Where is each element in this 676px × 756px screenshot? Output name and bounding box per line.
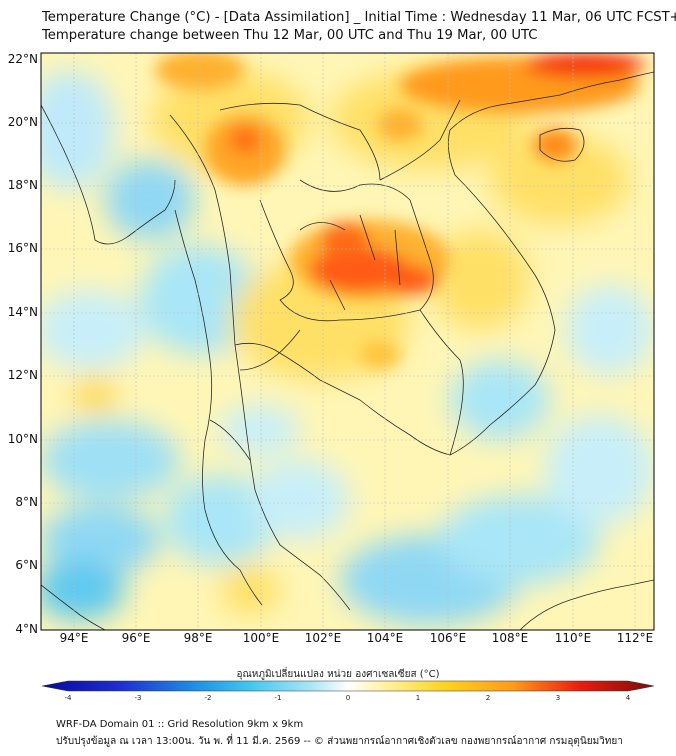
- lat-label: 20°N: [7, 115, 38, 129]
- lat-label: 4°N: [15, 622, 38, 636]
- colorbar-tick: -3: [134, 694, 142, 702]
- colorbar-tick: -4: [64, 694, 72, 702]
- lat-label: 22°N: [7, 52, 38, 66]
- lat-label: 8°N: [15, 495, 38, 509]
- lon-label: 104°E: [366, 631, 404, 645]
- colorbar-tick: 4: [625, 694, 631, 702]
- lon-label: 112°E: [616, 631, 654, 645]
- lon-label: 102°E: [304, 631, 342, 645]
- colorbar-title: อุณหภูมิเปลี่ยนแปลง หน่วย องศาเซลเซียส (…: [236, 669, 440, 680]
- lat-label: 12°N: [7, 368, 38, 382]
- lat-label: 14°N: [7, 305, 38, 319]
- lat-label: 10°N: [7, 432, 38, 446]
- lon-label: 108°E: [491, 631, 529, 645]
- colorbar-tick: -1: [274, 694, 282, 702]
- lon-label: 94°E: [59, 631, 89, 645]
- map-frame: [40, 52, 655, 631]
- temperature-field: [41, 53, 654, 630]
- map-subtitle: Temperature change between Thu 12 Mar, 0…: [42, 28, 538, 43]
- gridlines: [41, 53, 654, 630]
- map-figure: [40, 52, 655, 692]
- lat-label: 6°N: [15, 558, 38, 572]
- lat-label: 16°N: [7, 241, 38, 255]
- colorbar-tick: 1: [415, 694, 421, 702]
- footer-credit: ปรับปรุงข้อมูล ณ เวลา 13:00น. วัน พ. ที่…: [56, 736, 623, 747]
- footer-model-info: WRF-DA Domain 01 :: Grid Resolution 9km …: [56, 719, 304, 730]
- colorbar: [41, 680, 655, 692]
- lon-label: 100°E: [242, 631, 280, 645]
- lon-label: 106°E: [429, 631, 467, 645]
- lon-label: 110°E: [554, 631, 592, 645]
- lon-label: 96°E: [121, 631, 151, 645]
- map-title: Temperature Change (°C) - [Data Assimila…: [42, 10, 676, 25]
- colorbar-tick: 2: [485, 694, 491, 702]
- colorbar-tick: 3: [555, 694, 561, 702]
- colorbar-tick: 0: [345, 694, 351, 702]
- lon-label: 98°E: [183, 631, 213, 645]
- colorbar-tick: -2: [204, 694, 212, 702]
- lat-label: 18°N: [7, 178, 38, 192]
- coastlines: [41, 71, 654, 630]
